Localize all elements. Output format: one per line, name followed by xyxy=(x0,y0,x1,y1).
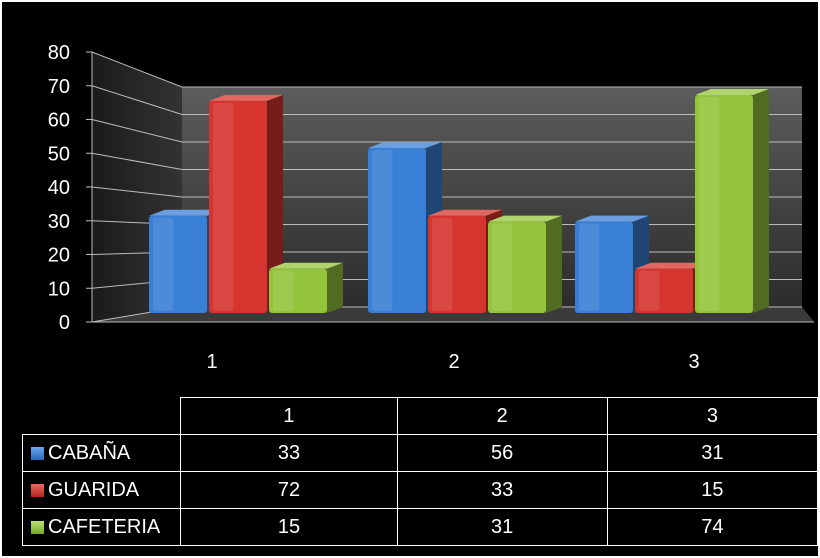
y-tick-label: 70 xyxy=(48,76,70,98)
gridline xyxy=(91,152,802,170)
y-tick-label: 80 xyxy=(48,42,70,64)
y-tick-label: 30 xyxy=(48,211,70,233)
y-tick-label: 10 xyxy=(48,278,70,300)
bar-chart: 0 10 20 30 40 50 60 70 80 1 2 3 xyxy=(48,42,814,373)
series-name: GUARIDA xyxy=(48,478,140,501)
table-header-cell: 3 xyxy=(606,397,819,435)
legend-key-cafeteria xyxy=(31,520,44,534)
bar-top xyxy=(209,94,283,101)
bar-side xyxy=(753,88,769,313)
table-cell: 15 xyxy=(606,471,819,509)
bar-top xyxy=(269,262,343,269)
bar-top xyxy=(695,88,769,95)
y-tick-label: 40 xyxy=(48,177,70,199)
table-header-cell: 2 xyxy=(396,397,608,435)
table-corner-cell xyxy=(22,397,182,435)
bar-top xyxy=(575,215,649,222)
series-name: CABAÑA xyxy=(48,441,131,464)
table-row: GUARIDA 72 33 15 xyxy=(21,471,819,509)
y-tick-label: 50 xyxy=(48,143,70,165)
gridline xyxy=(91,85,802,115)
bar-highlight xyxy=(372,149,393,311)
table-header-row: 1 2 3 xyxy=(22,397,819,435)
table-cell: 15 xyxy=(180,508,398,546)
x-tick-label: 3 xyxy=(688,351,699,373)
bar-highlight xyxy=(153,217,174,311)
data-table: 1 2 3 CABAÑA 33 56 31 GUARIDA 72 33 15 C… xyxy=(21,397,819,546)
table-series-label: GUARIDA xyxy=(21,471,182,509)
y-tick-label: 60 xyxy=(48,110,70,132)
table-series-label: CABAÑA xyxy=(21,434,182,472)
gridline xyxy=(91,51,802,88)
y-tick-label: 0 xyxy=(59,312,70,334)
bar-side xyxy=(546,215,562,313)
table-cell: 31 xyxy=(396,508,608,546)
x-tick-label: 1 xyxy=(206,351,217,373)
table-header-cell: 1 xyxy=(180,397,398,435)
x-tick-label: 2 xyxy=(448,351,459,373)
bar-top xyxy=(368,141,442,148)
table-cell: 72 xyxy=(180,471,398,509)
table-cell: 33 xyxy=(396,471,608,509)
bar-side xyxy=(327,262,343,313)
bar-highlight xyxy=(492,223,513,311)
table-series-label: CAFETERIA xyxy=(21,508,182,546)
bar-highlight xyxy=(699,96,720,312)
bar-top xyxy=(635,262,709,269)
table-cell: 74 xyxy=(606,508,819,546)
y-tick-label: 20 xyxy=(48,245,70,267)
legend-key-guarida xyxy=(31,483,44,497)
bar-top xyxy=(149,209,223,216)
table-cell: 33 xyxy=(180,434,398,472)
bar-top xyxy=(428,209,502,216)
legend-key-cabana xyxy=(31,446,44,460)
bar-highlight xyxy=(273,270,294,311)
bar-side xyxy=(267,94,283,313)
gridline xyxy=(91,119,802,143)
bar-highlight xyxy=(432,217,453,311)
bar-highlight xyxy=(639,270,660,311)
bar-highlight xyxy=(213,102,234,311)
table-cell: 56 xyxy=(396,434,608,472)
gridline xyxy=(91,186,802,198)
bar-highlight xyxy=(579,223,600,311)
table-cell: 31 xyxy=(606,434,819,472)
bar-top xyxy=(488,215,562,222)
table-row: CAFETERIA 15 31 74 xyxy=(21,508,819,546)
series-name: CAFETERIA xyxy=(48,515,161,538)
table-row: CABAÑA 33 56 31 xyxy=(21,434,819,472)
